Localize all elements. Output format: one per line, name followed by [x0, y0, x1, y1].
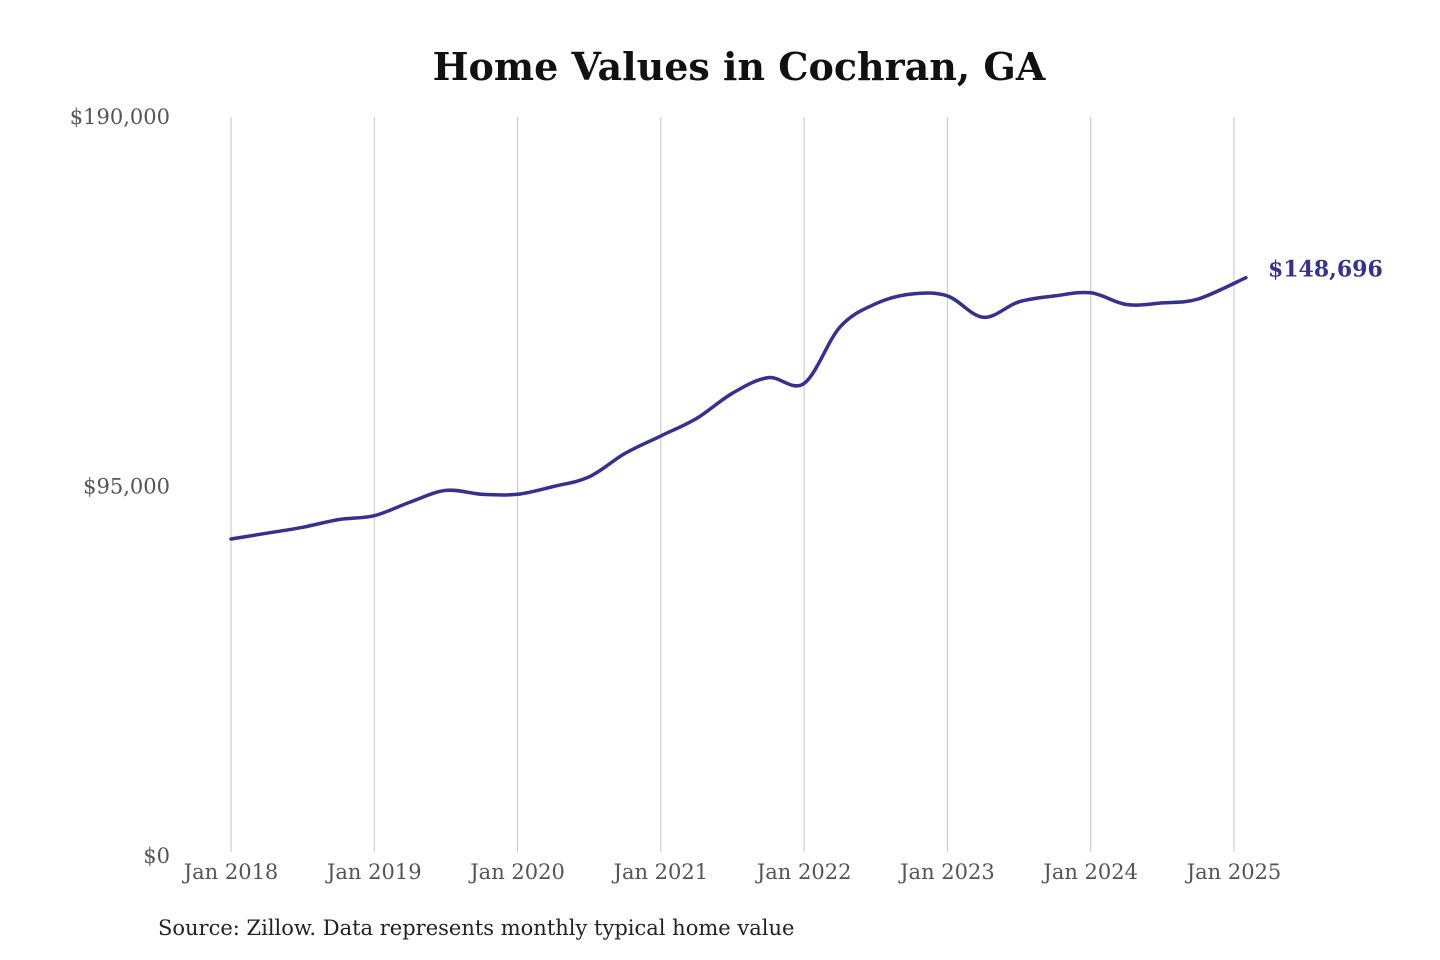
x-tick-label-4: Jan 2022: [755, 860, 852, 884]
data-labels: $148,696: [1268, 257, 1383, 283]
x-tick-label-0: Jan 2018: [182, 860, 279, 884]
y-axis-ticks: $0 $95,000 $190,000: [70, 105, 170, 868]
chart-title: Home Values in Cochran, GA: [432, 44, 1046, 89]
x-tick-label-1: Jan 2019: [325, 860, 422, 884]
y-tick-label-2: $190,000: [70, 105, 170, 129]
x-tick-label-3: Jan 2021: [612, 860, 709, 884]
x-tick-label-6: Jan 2024: [1041, 860, 1138, 884]
series-line-0: [229, 275, 1248, 541]
grid-lines: [230, 117, 1235, 852]
x-axis-ticks: Jan 2018 Jan 2019 Jan 2020 Jan 2021 Jan 2022…: [182, 860, 1282, 884]
x-tick-label-7: Jan 2025: [1185, 860, 1282, 884]
x-tick-label-5: Jan 2023: [898, 860, 995, 884]
y-tick-label-0: $0: [143, 844, 170, 868]
x-tick-label-2: Jan 2020: [468, 860, 565, 884]
source-note: Source: Zillow. Data represents monthly …: [158, 916, 795, 940]
end-value-label: $148,696: [1268, 257, 1383, 283]
series-lines: [229, 275, 1248, 541]
y-tick-label-1: $95,000: [83, 475, 170, 499]
